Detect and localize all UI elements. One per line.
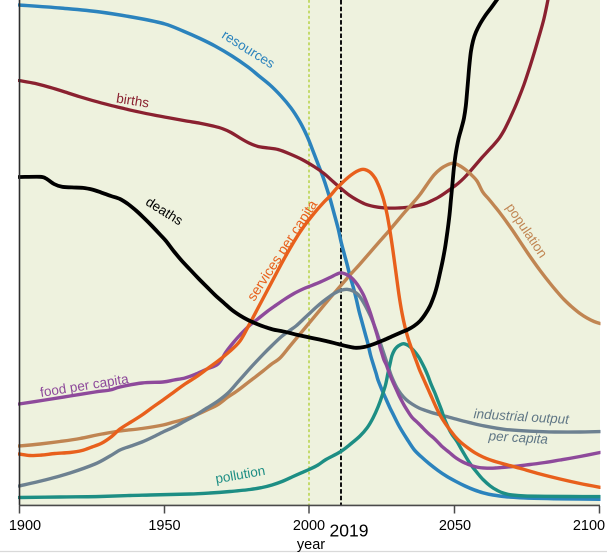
svg-text:2100: 2100: [573, 518, 605, 534]
svg-text:1950: 1950: [148, 518, 180, 534]
svg-text:year: year: [297, 537, 325, 553]
svg-text:industrial output: industrial output: [473, 406, 570, 427]
svg-text:2050: 2050: [439, 518, 471, 534]
svg-text:births: births: [115, 91, 150, 111]
svg-text:2019: 2019: [330, 521, 369, 541]
svg-text:per capita: per capita: [487, 428, 549, 447]
svg-text:1900: 1900: [9, 518, 41, 534]
svg-text:2000: 2000: [293, 518, 325, 534]
